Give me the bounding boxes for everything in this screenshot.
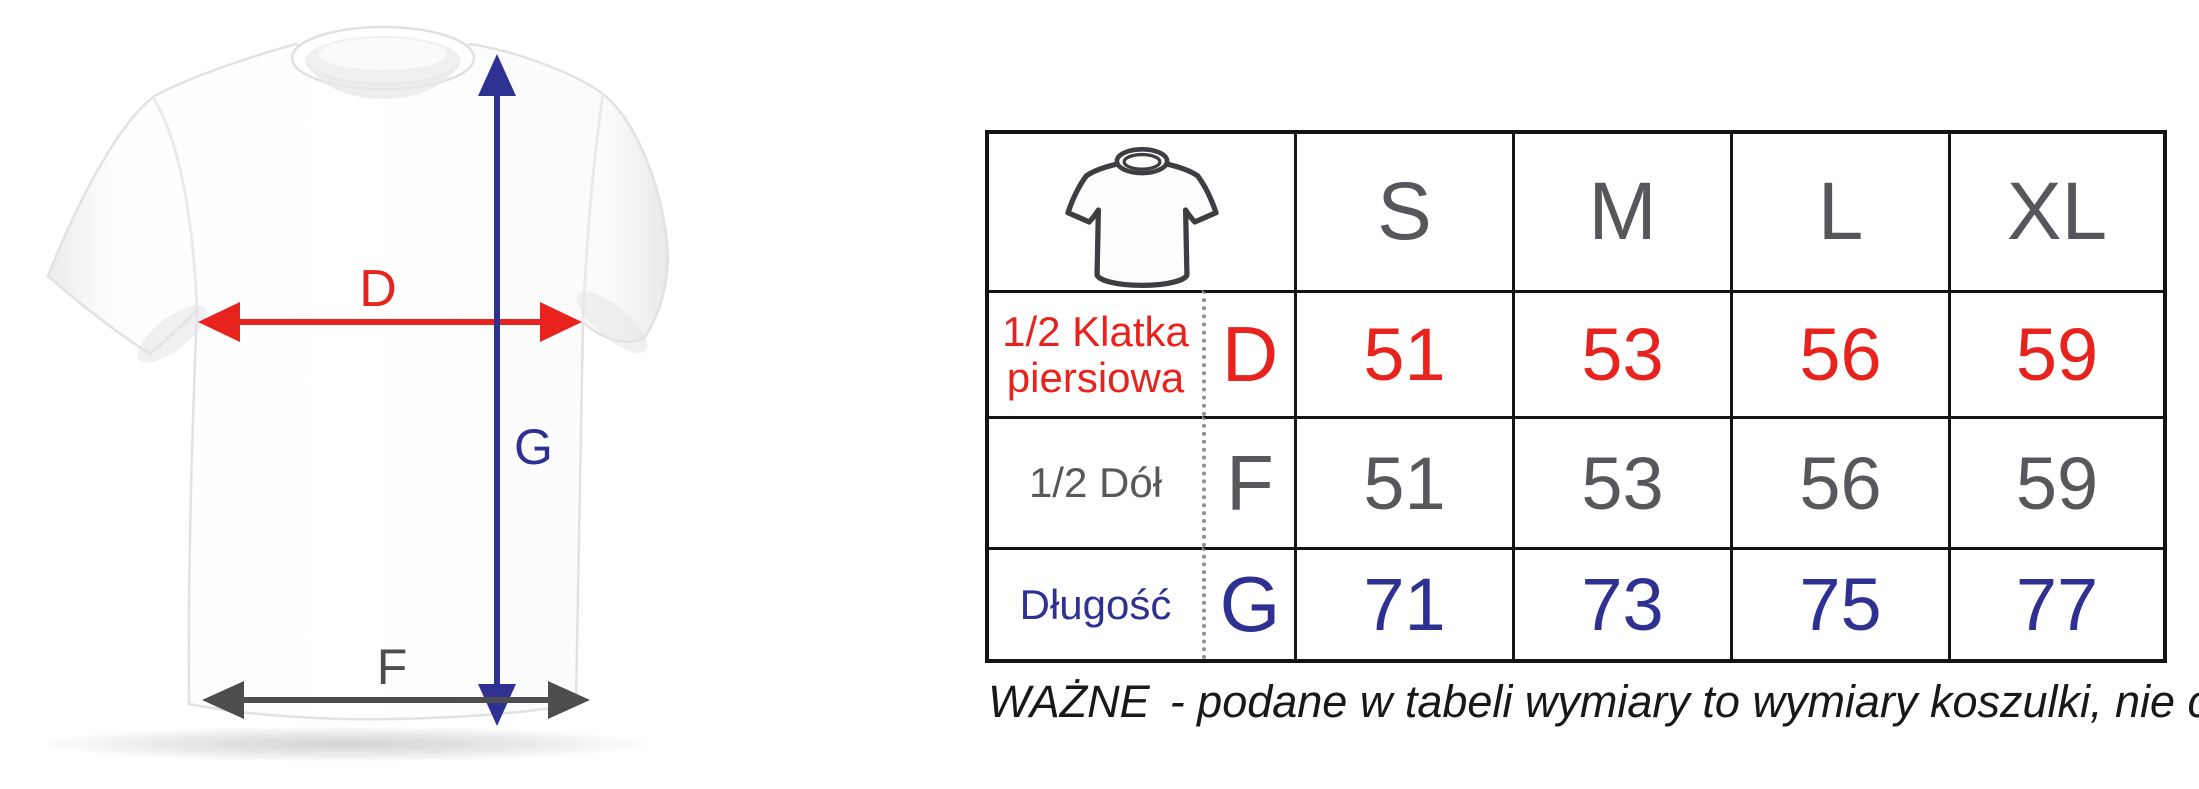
- value-chest-m: 53: [1512, 290, 1730, 416]
- table-header-icon-cell: [989, 134, 1294, 290]
- size-col-header-s: S: [1294, 134, 1512, 290]
- length-arrow: G: [478, 54, 553, 726]
- value-chest-l: 56: [1730, 290, 1948, 416]
- dim-letter-length: G: [1202, 547, 1294, 659]
- length-label: G: [514, 419, 553, 475]
- note-prefix: WAŻNE: [988, 676, 1150, 727]
- value-bottom-m: 53: [1512, 416, 1730, 547]
- bottom-width-label: F: [377, 639, 408, 695]
- important-note: WAŻNE - podane w tabeli wymiary to wymiar…: [988, 676, 2199, 728]
- size-table: S M L XL 1/2 Klatka piersiowa D 51 53 56…: [985, 130, 2167, 663]
- tshirt-icon: [1064, 146, 1219, 289]
- value-chest-xl: 59: [1948, 290, 2163, 416]
- value-length-xl: 77: [1948, 547, 2163, 659]
- value-chest-s: 51: [1294, 290, 1512, 416]
- chest-width-label: D: [359, 260, 397, 318]
- note-text: - podane w tabeli wymiary to wymiary kos…: [1169, 676, 2199, 727]
- value-length-s: 71: [1294, 547, 1512, 659]
- dim-letter-bottom: F: [1202, 416, 1294, 547]
- chest-width-arrow: D: [198, 260, 582, 342]
- ground-shadow: [35, 726, 655, 762]
- size-col-header-m: M: [1512, 134, 1730, 290]
- value-bottom-xl: 59: [1948, 416, 2163, 547]
- bottom-width-arrow: F: [202, 639, 590, 719]
- row-label-chest: 1/2 Klatka piersiowa: [989, 290, 1202, 416]
- dim-letter-chest: D: [1202, 290, 1294, 416]
- value-length-l: 75: [1730, 547, 1948, 659]
- size-col-header-xl: XL: [1948, 134, 2163, 290]
- row-label-bottom: 1/2 Dół: [989, 416, 1202, 547]
- tshirt-measure-diagram: D G F: [35, 25, 669, 762]
- value-bottom-l: 56: [1730, 416, 1948, 547]
- tshirt-illustration: [46, 25, 669, 721]
- row-label-length: Długość: [989, 547, 1202, 659]
- size-col-header-l: L: [1730, 134, 1948, 290]
- value-bottom-s: 51: [1294, 416, 1512, 547]
- value-length-m: 73: [1512, 547, 1730, 659]
